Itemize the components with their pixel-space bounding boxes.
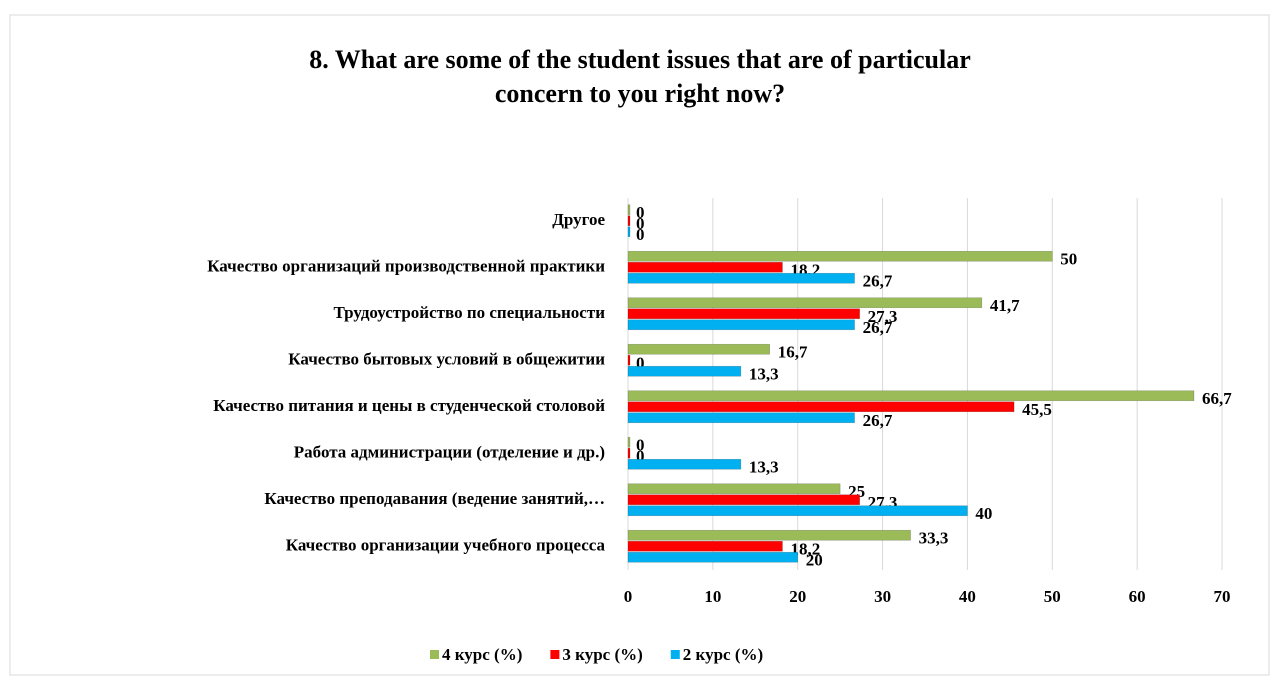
y-tick-label: Качество бытовых условий в общежитии [288,350,605,369]
data-label: 13,3 [749,458,779,477]
data-label: 0 [636,203,645,222]
bar [627,436,631,448]
data-label: 33,3 [919,529,949,548]
data-label: 16,7 [778,343,808,362]
bar [627,204,631,216]
data-label: 26,7 [863,272,893,291]
bar [627,540,783,552]
bar [627,343,771,355]
x-tick-label: 10 [704,587,721,606]
bar [627,412,855,424]
data-label: 26,7 [863,411,893,430]
y-tick-label: Качество питания и цены в студенческой с… [213,396,605,415]
legend-label: 2 курс (%) [683,645,763,664]
bar [627,261,783,273]
x-tick-label: 50 [1044,587,1061,606]
legend-swatch [670,650,680,659]
data-label: 18,2 [790,540,820,559]
x-tick-label: 0 [624,587,633,606]
data-label: 41,7 [990,296,1020,315]
y-tick-label: Качество преподавания (ведение занятий,… [264,489,605,508]
bar [627,494,860,506]
bar [627,250,1053,262]
bar [627,483,841,495]
y-tick-label: Работа администрации (отделение и др.) [294,443,605,462]
bar [627,390,1195,402]
chart-title: 8. What are some of the student issues t… [309,45,971,108]
data-label: 20 [806,551,823,570]
x-tick-label: 60 [1129,587,1146,606]
data-label: 50 [1060,250,1077,269]
data-label: 66,7 [1202,389,1232,408]
legend-label: 4 курс (%) [442,645,522,664]
legend-swatch [550,650,560,659]
legend-swatch [430,650,439,659]
data-label: 0 [636,354,645,373]
bar [627,354,631,366]
bar [627,226,631,238]
bar [627,272,855,284]
data-label: 40 [975,504,992,523]
bar [627,215,631,227]
bar [627,551,799,563]
bar [627,505,968,517]
data-label: 0 [636,225,645,244]
x-tick-label: 40 [959,587,976,606]
y-tick-label: Трудоустройство по специальности [333,303,605,322]
bar [627,458,742,470]
data-label: 13,3 [749,365,779,384]
bar [627,401,1015,413]
bar [627,447,631,459]
bar [627,297,983,309]
x-tick-label: 70 [1214,587,1231,606]
y-tick-label: Качество организации учебного процесса [286,536,606,555]
bar [627,529,911,541]
x-tick-label: 30 [874,587,891,606]
legend-label: 3 курс (%) [562,645,642,664]
data-label: 0 [636,214,645,233]
bar [627,319,855,331]
data-label: 26,7 [863,318,893,337]
data-label: 27,3 [868,307,898,326]
bar [627,365,742,377]
y-tick-label: Качество организаций производственной пр… [207,257,605,276]
y-tick-label: Другое [552,210,605,229]
data-label: 0 [636,436,645,455]
data-label: 45,5 [1022,400,1052,419]
data-label: 0 [636,447,645,466]
bar [627,308,860,320]
x-tick-label: 20 [789,587,806,606]
